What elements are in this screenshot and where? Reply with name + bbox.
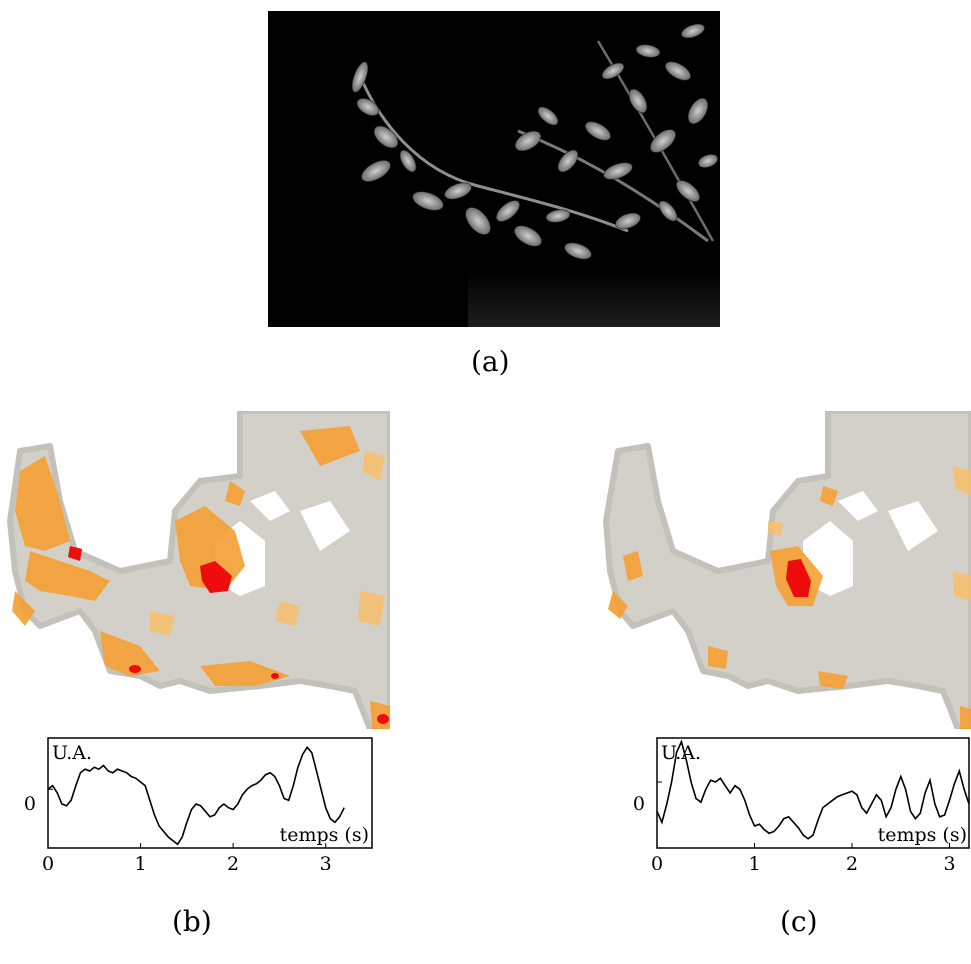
chart-b-ytick-0: 0 [24, 793, 36, 815]
heatmap-c [598, 411, 971, 729]
caption-b: (b) [172, 905, 212, 938]
leaf-photo-drawing [351, 23, 720, 327]
chart-c-ytick-0: 0 [633, 793, 645, 815]
chart-c: U.A. temps (s) 0 0 1 2 3 [600, 730, 971, 875]
chart-c-ylabel: U.A. [661, 742, 701, 764]
leaf-photo [268, 11, 720, 327]
chartC-xtick-label: 3 [943, 853, 955, 870]
chartB-xtick-label: 2 [227, 853, 239, 870]
chart-b-xlabel: temps (s) [280, 824, 369, 846]
chartB-xtick-label: 0 [42, 853, 54, 870]
chartC-xtick-label: 2 [846, 853, 858, 870]
chart-c-svg: U.A. temps (s) 0 0 1 2 3 [633, 737, 970, 875]
chart-c-xlabel: temps (s) [878, 824, 967, 846]
caption-a: (a) [471, 345, 510, 378]
chart-b-svg: U.A. temps (s) 0 0 1 2 3 [24, 737, 373, 875]
chartB-xtick-label: 1 [135, 853, 147, 870]
heatmap-b [0, 411, 390, 729]
heatmap-b-drawing [7, 411, 390, 729]
heatmap-c-drawing [603, 411, 971, 729]
chart-b-frame [47, 737, 373, 849]
chart-c-series-line [656, 739, 970, 840]
chart-b-ylabel: U.A. [52, 742, 92, 764]
chartC-xtick-label: 1 [748, 853, 760, 870]
caption-c: (c) [780, 905, 818, 938]
chartB-xtick-label: 3 [320, 853, 332, 870]
chartC-xtick-label: 0 [651, 853, 663, 870]
chart-c-frame [656, 737, 970, 849]
chart-b: U.A. temps (s) 0 0 1 2 3 [0, 730, 400, 875]
chart-b-series-line [47, 745, 345, 846]
